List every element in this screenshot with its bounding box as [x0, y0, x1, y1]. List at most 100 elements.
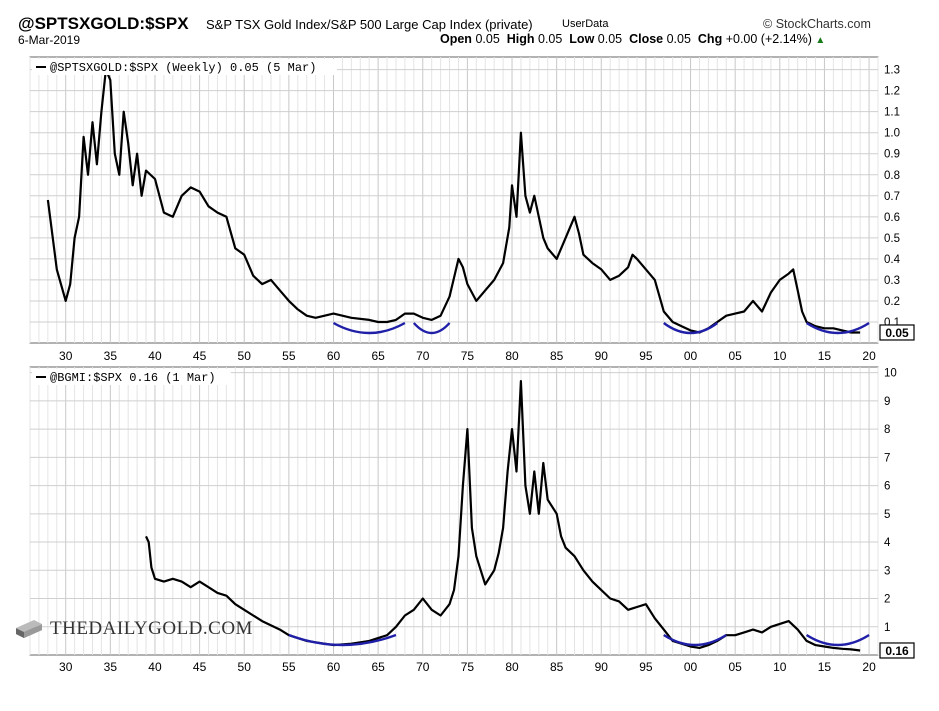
chg-value: +0.00 (+2.14%) — [725, 32, 812, 46]
y-tick-label: 4 — [884, 537, 891, 549]
y-tick-label: 0.9 — [884, 149, 900, 161]
x-tick-label: 20 — [862, 349, 876, 363]
last-value-box — [879, 324, 915, 341]
x-tick-label: 45 — [193, 349, 207, 363]
last-value-label: 0.16 — [885, 644, 909, 658]
x-tick-label: 90 — [595, 660, 609, 674]
y-tick-label: 0.7 — [884, 191, 900, 203]
up-arrow-icon: ▲ — [815, 35, 826, 46]
x-tick-label: 70 — [416, 349, 430, 363]
x-tick-label: 60 — [327, 349, 341, 363]
brand-label: © StockCharts.com — [763, 17, 871, 31]
series-line — [145, 380, 861, 652]
x-tick-label: 35 — [104, 349, 118, 363]
x-tick-label: 45 — [193, 660, 207, 674]
legend-text: @SPTSXGOLD:$SPX (Weekly) 0.05 (5 Mar) — [50, 61, 316, 75]
legend: @BGMI:$SPX 0.16 (1 Mar) — [32, 369, 231, 385]
x-tick-label: 30 — [59, 660, 73, 674]
watermark-text: THEDAILYGOLD.COM — [50, 618, 253, 639]
x-tick-label: 70 — [416, 660, 430, 674]
low-label: Low — [569, 32, 595, 46]
legend: @SPTSXGOLD:$SPX (Weekly) 0.05 (5 Mar) — [32, 59, 338, 75]
x-tick-label: 80 — [505, 660, 519, 674]
x-tick-label: 95 — [639, 660, 653, 674]
x-tick-label: 40 — [148, 660, 162, 674]
bottom-arc — [412, 322, 451, 335]
y-tick-label: 1 — [884, 622, 890, 634]
x-tick-label: 10 — [773, 349, 787, 363]
y-tick-label: 9 — [884, 396, 890, 408]
bottom-arc — [805, 633, 870, 647]
x-tick-label: 90 — [595, 349, 609, 363]
open-value: 0.05 — [475, 32, 500, 46]
x-tick-label: 50 — [238, 660, 252, 674]
close-label: Close — [629, 32, 664, 46]
x-tick-label: 20 — [862, 660, 876, 674]
x-tick-label: 50 — [238, 349, 252, 363]
x-tick-label: 40 — [148, 349, 162, 363]
legend-bg — [32, 369, 231, 385]
x-tick-label: 75 — [461, 349, 475, 363]
last-value-box — [879, 642, 915, 659]
x-tick-label: 65 — [371, 660, 385, 674]
watermark-logo: THEDAILYGOLD.COM — [14, 616, 253, 642]
y-tick-label: 6 — [884, 481, 890, 493]
userdata-label: UserData — [562, 18, 609, 30]
y-tick-label: 10 — [884, 368, 897, 380]
bottom-arc — [332, 321, 406, 335]
y-tick-label: 2 — [884, 594, 890, 606]
y-tick-label: 1.3 — [884, 65, 900, 77]
y-tick-label: 1.1 — [884, 107, 900, 119]
x-tick-label: 85 — [550, 349, 564, 363]
low-value: 0.05 — [597, 32, 623, 46]
x-tick-label: 15 — [818, 349, 832, 363]
high-label: High — [506, 32, 535, 46]
x-tick-label: 85 — [550, 660, 564, 674]
bottom-arc — [805, 321, 870, 335]
x-tick-label: 15 — [818, 660, 832, 674]
x-tick-label: 05 — [728, 349, 742, 363]
x-tick-label: 55 — [282, 660, 296, 674]
x-tick-label: 10 — [773, 660, 787, 674]
chart-description: S&P TSX Gold Index/S&P 500 Large Cap Ind… — [206, 17, 533, 32]
x-tick-label: 35 — [104, 660, 118, 674]
close-value: 0.05 — [666, 32, 691, 46]
legend-text: @BGMI:$SPX 0.16 (1 Mar) — [50, 371, 216, 385]
x-tick-label: 95 — [639, 349, 653, 363]
last-value-label: 0.05 — [885, 326, 909, 340]
legend-bg — [32, 59, 338, 75]
y-tick-label: 0.3 — [884, 275, 900, 287]
bottom-arc — [663, 633, 727, 647]
plot-frame — [29, 56, 879, 344]
plot-frame — [29, 366, 879, 656]
y-tick-label: 5 — [884, 509, 890, 521]
bottom-arc — [663, 322, 719, 335]
chart-panel-1: 0.10.20.30.40.50.60.70.80.91.01.11.21.33… — [29, 56, 915, 363]
y-tick-label: 0.4 — [884, 254, 901, 266]
y-tick-label: 0.5 — [884, 233, 900, 245]
ohlc-readout: Open 0.05 High 0.05 Low 0.05 Close 0.05 … — [440, 32, 825, 46]
chg-label: Chg — [697, 32, 723, 46]
series-line — [46, 68, 861, 334]
chart-symbol: @SPTSXGOLD:$SPX — [18, 14, 189, 33]
x-tick-label: 75 — [461, 660, 475, 674]
bottom-arc — [288, 633, 397, 647]
y-tick-label: 3 — [884, 565, 890, 577]
gold-bar-icon — [16, 620, 42, 638]
brand-text: StockCharts.com — [775, 17, 871, 31]
y-tick-label: 8 — [884, 424, 890, 436]
y-tick-label: 0.8 — [884, 170, 900, 182]
y-tick-label: 7 — [884, 452, 890, 464]
x-tick-label: 00 — [684, 349, 698, 363]
chart-date: 6-Mar-2019 — [18, 33, 81, 47]
y-tick-label: 0.6 — [884, 212, 900, 224]
copyright-icon: © — [763, 17, 776, 31]
open-label: Open — [440, 32, 472, 46]
x-tick-label: 30 — [59, 349, 73, 363]
x-tick-label: 65 — [371, 349, 385, 363]
y-tick-label: 1.2 — [884, 86, 900, 98]
high-value: 0.05 — [538, 32, 563, 46]
x-tick-label: 55 — [282, 349, 296, 363]
y-tick-label: 1.0 — [884, 128, 900, 140]
